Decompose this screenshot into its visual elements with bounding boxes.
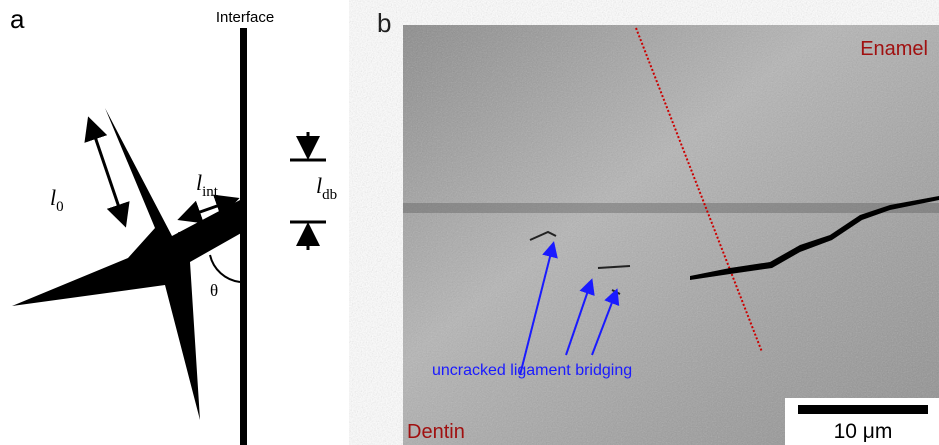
interface-label: Interface: [216, 9, 274, 26]
angle-arc: [210, 255, 240, 282]
interface-line: [240, 28, 247, 445]
panel-label: b: [377, 8, 391, 38]
scale-label: 10 μm: [834, 420, 893, 443]
ldb-label: ldb: [316, 173, 337, 203]
angle-label: θ: [210, 281, 218, 300]
scale-bar: [798, 405, 928, 414]
enamel-label: Enamel: [860, 38, 928, 60]
lint-label: lint: [196, 170, 219, 200]
crack-shape: [12, 108, 243, 420]
panel-label: a: [10, 4, 25, 34]
scan-band: [403, 203, 939, 213]
dentin-label: Dentin: [407, 421, 465, 443]
figure: a Interface l0 lint ldb θ b uncracked li…: [0, 0, 939, 445]
annotation: uncracked ligament bridging: [432, 362, 632, 379]
l0-label: l0: [50, 185, 64, 215]
sem-texture: [403, 25, 939, 445]
